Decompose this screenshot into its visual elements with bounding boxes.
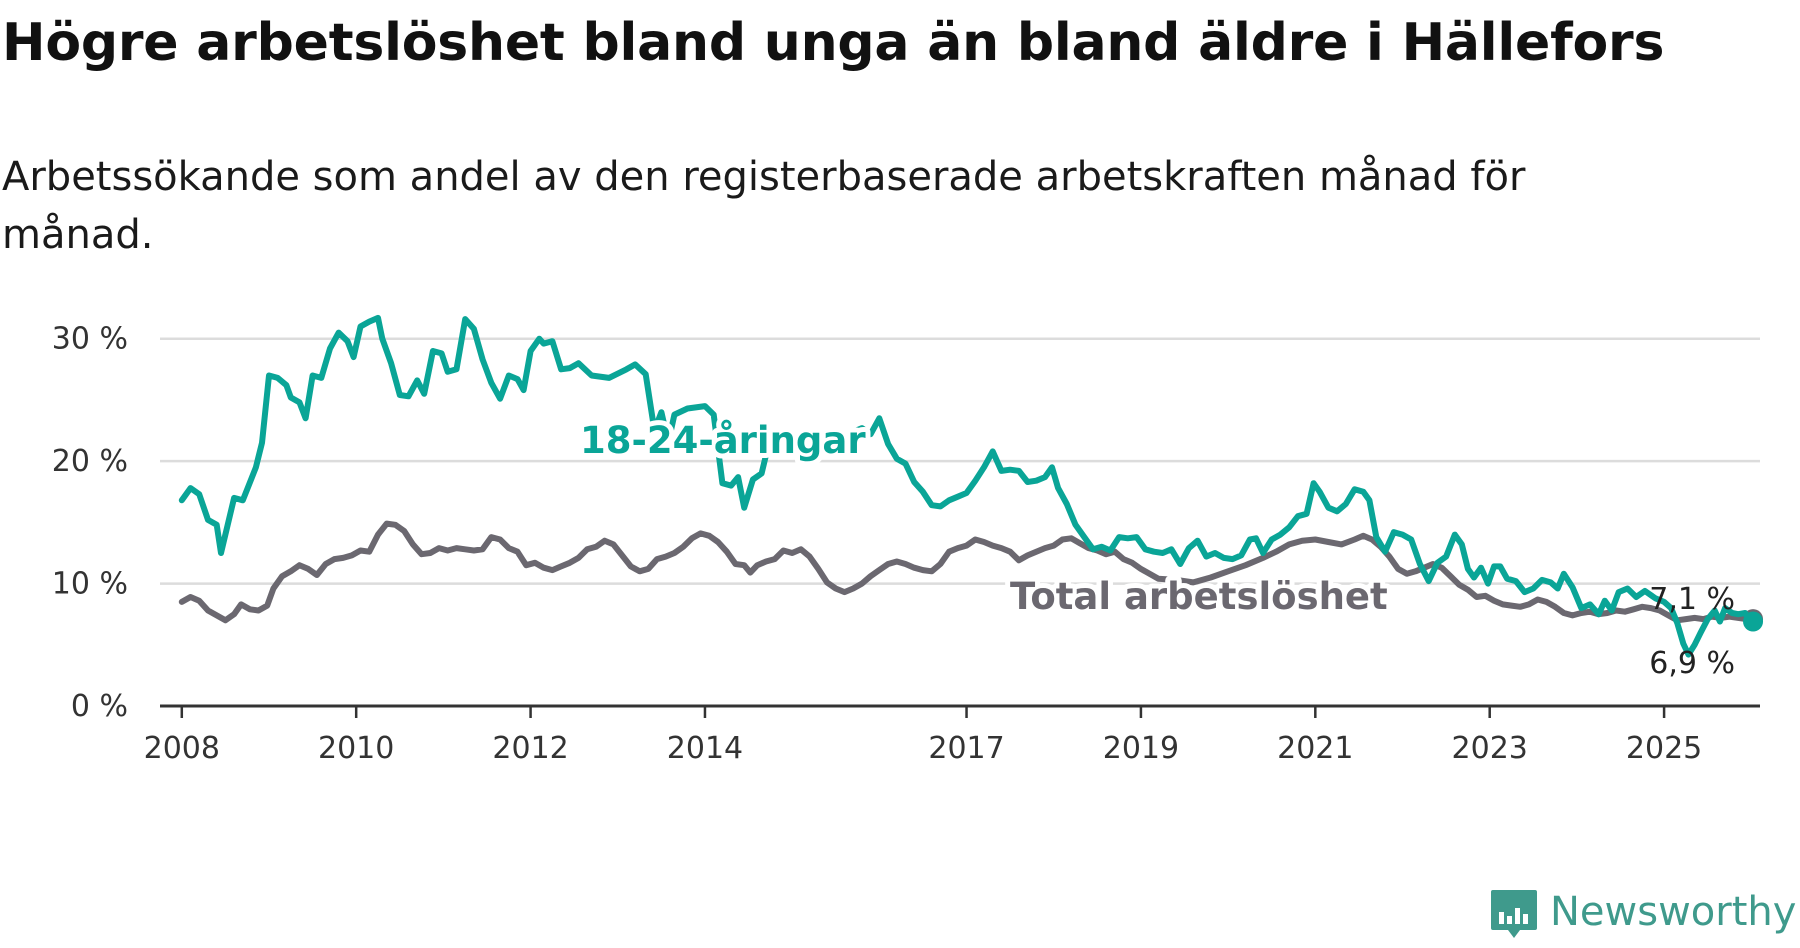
series-line-youth — [178, 314, 1756, 658]
x-tick-label: 2021 — [1277, 731, 1353, 766]
x-tick-label: 2023 — [1452, 731, 1528, 766]
y-tick-label: 0 % — [71, 689, 128, 724]
x-tick-label: 2008 — [144, 731, 220, 766]
y-tick-label: 20 % — [52, 444, 128, 479]
x-tick-label: 2025 — [1626, 731, 1702, 766]
series-label-youth: 18-24-åringar — [580, 419, 866, 462]
y-axis-ticks: 0 % 10 % 20 % 30 % — [52, 322, 128, 724]
chart-subtitle: Arbetssökande som andel av den registerb… — [2, 154, 1526, 258]
series-line-total — [178, 520, 1756, 624]
x-tick-label: 2017 — [928, 731, 1004, 766]
gridlines — [160, 337, 1760, 585]
newsworthy-logo-icon — [1491, 890, 1537, 938]
series-lines — [178, 314, 1764, 658]
series-label-youth-halo: 18-24-åringar — [580, 419, 866, 462]
x-axis-ticks: 2008 2010 2012 2014 2017 2019 2021 2023 2025 — [144, 704, 1760, 766]
x-tick-label: 2019 — [1103, 731, 1179, 766]
y-tick-label: 10 % — [52, 567, 128, 602]
y-tick-label: 30 % — [52, 322, 128, 357]
chart-title: Högre arbetslöshet bland unga än bland ä… — [2, 13, 1665, 73]
end-value-total: 7,1 % — [1649, 582, 1735, 617]
series-label-total-halo: Total arbetslöshet — [1010, 575, 1388, 618]
end-point-youth — [1743, 611, 1764, 632]
newsworthy-wordmark: Newsworthy — [1550, 889, 1797, 935]
x-tick-label: 2010 — [318, 731, 394, 766]
x-tick-label: 2012 — [492, 731, 568, 766]
end-value-youth: 6,9 % — [1649, 646, 1735, 681]
series-label-total: Total arbetslöshet — [1010, 575, 1388, 618]
newsworthy-brand[interactable]: Newsworthy — [1490, 884, 1796, 948]
x-tick-label: 2014 — [667, 731, 743, 766]
